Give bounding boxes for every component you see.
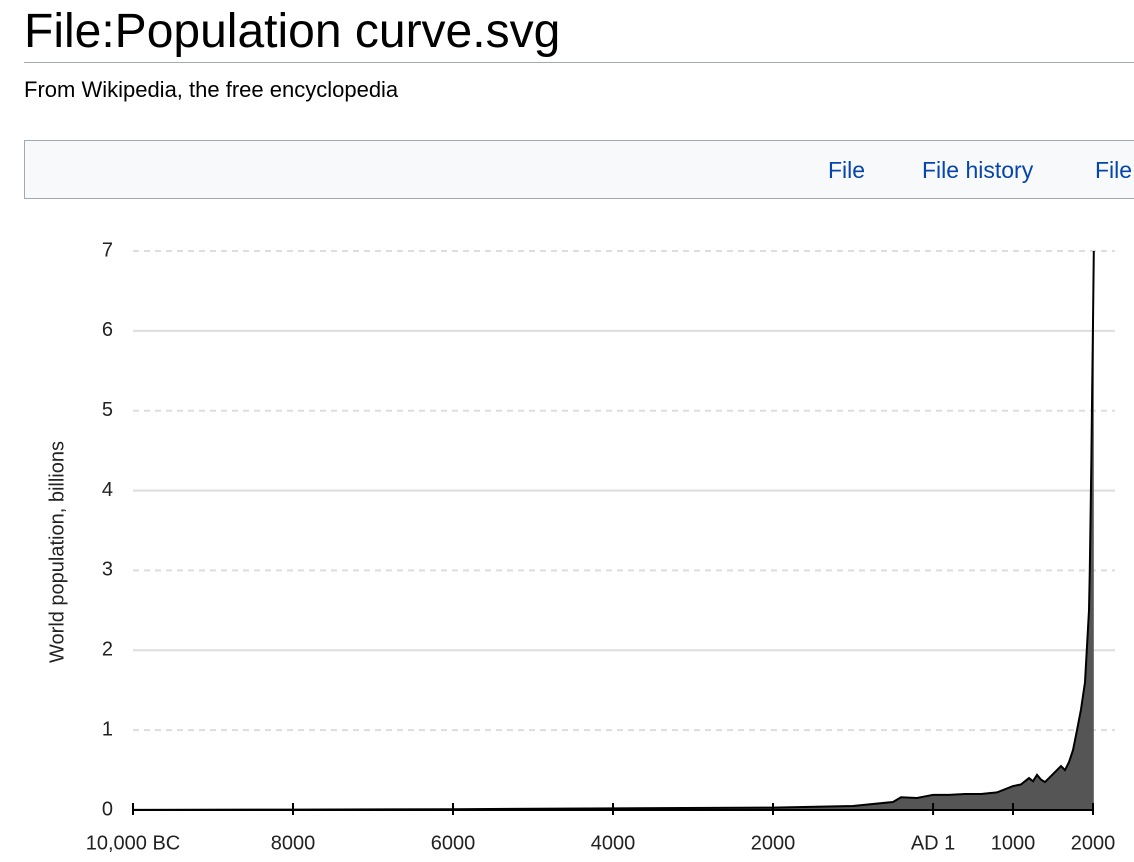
- x-tick-label: 1000: [991, 832, 1036, 854]
- y-tick-label: 6: [102, 319, 113, 341]
- tab[interactable]: File: [1095, 157, 1133, 183]
- y-axis-label: World population, billions: [46, 441, 68, 663]
- subtitle: From Wikipedia, the free encyclopedia: [24, 77, 399, 102]
- tab-bar: File File history File: [24, 140, 1134, 199]
- tab[interactable]: File: [828, 157, 866, 183]
- x-tick-label: 4000: [591, 832, 636, 854]
- area-fill: [133, 251, 1094, 810]
- area-line: [132, 250, 1095, 811]
- x-tick-label: AD 1: [911, 832, 955, 854]
- x-tick-label: 2000: [751, 832, 796, 854]
- y-tick-label: 0: [102, 798, 113, 820]
- y-tick-label: 3: [102, 559, 113, 581]
- page-title: File:Population curve.svg: [24, 5, 561, 58]
- y-tick-label: 5: [102, 399, 113, 421]
- x-tick-label: 6000: [431, 832, 476, 854]
- tab[interactable]: File history: [922, 157, 1034, 183]
- x-tick-label: 2000: [1071, 832, 1116, 854]
- y-tick-label: 7: [102, 239, 113, 261]
- x-tick-label: 10,000 BC: [86, 832, 181, 854]
- title-rule: [24, 62, 1134, 63]
- y-tick-label: 2: [102, 639, 113, 661]
- y-tick-label: 1: [102, 718, 113, 740]
- y-tick-label: 4: [102, 479, 113, 501]
- x-tick-label: 8000: [271, 832, 316, 854]
